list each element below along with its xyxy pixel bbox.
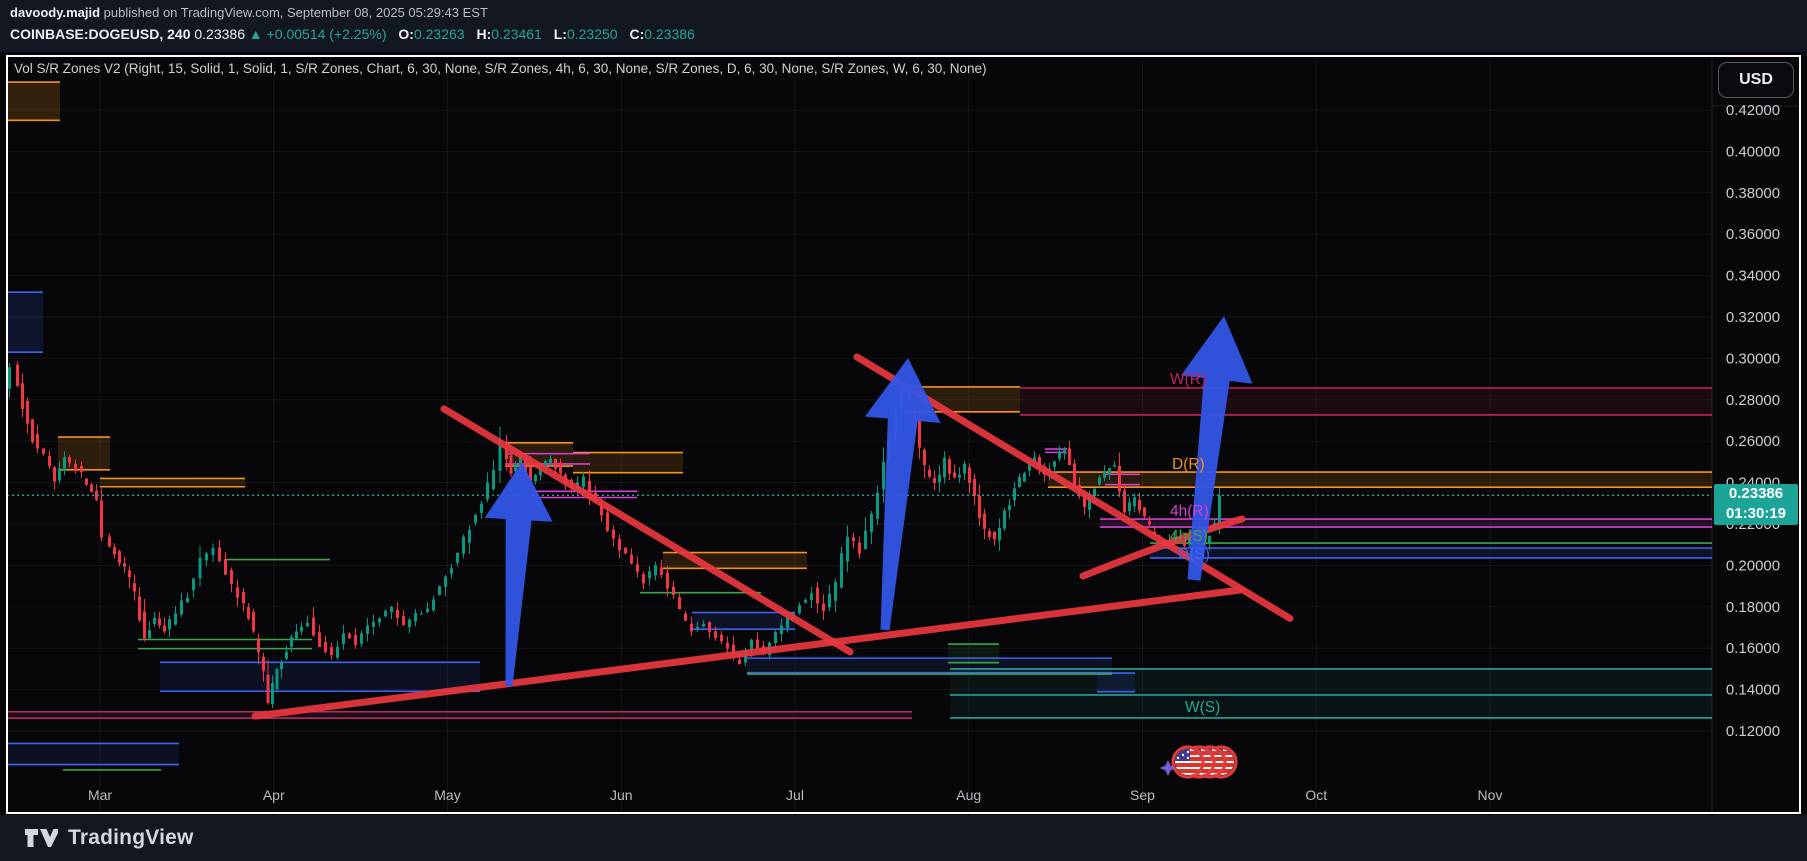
currency-usd-button[interactable]: USD (1718, 62, 1794, 98)
svg-text:0.32000: 0.32000 (1726, 309, 1780, 326)
brand-name[interactable]: TradingView (68, 826, 194, 849)
svg-text:0.40000: 0.40000 (1726, 143, 1780, 160)
svg-text:4h(R): 4h(R) (1170, 503, 1209, 520)
svg-text:0.16000: 0.16000 (1726, 640, 1780, 657)
last-price: 0.23386 (194, 26, 245, 42)
svg-text:Oct: Oct (1305, 787, 1327, 803)
open-value: 0.23263 (413, 26, 465, 42)
tradingview-logo-icon (25, 829, 58, 847)
svg-text:W(S): W(S) (1185, 699, 1220, 716)
up-arrow[interactable] (484, 461, 553, 687)
low-value: 0.23250 (566, 26, 618, 42)
svg-text:0.28000: 0.28000 (1726, 392, 1780, 409)
close-label: C: (629, 26, 645, 42)
sr-labels: W(R) D(R) 4h(R) 4h(S)D(S) W(S) (1170, 371, 1220, 716)
close-value: 0.23386 (644, 26, 695, 42)
header: davoody.majid published on TradingView.c… (0, 0, 1807, 52)
up-arrow[interactable] (1181, 316, 1253, 581)
change-value: +0.00514 (+2.25%) (266, 26, 387, 42)
svg-text:May: May (434, 787, 460, 803)
svg-text:0.38000: 0.38000 (1726, 185, 1780, 202)
svg-text:0.20000: 0.20000 (1726, 557, 1780, 574)
author-name: davoody.majid (10, 5, 101, 20)
symbol-line: COINBASE:DOGEUSD, 240 0.23386 ▲ +0.00514… (10, 26, 695, 42)
open-label: O: (398, 26, 414, 42)
low-label: L: (553, 26, 567, 42)
svg-text:D(R): D(R) (1172, 456, 1205, 473)
time-axis[interactable]: Mar Apr May Jun Jul Aug Sep Oct Nov (88, 787, 1503, 803)
sparkle-icon (1159, 760, 1177, 776)
arrow-annotations[interactable] (484, 316, 1253, 687)
svg-text:0.12000: 0.12000 (1726, 723, 1780, 740)
indicator-title[interactable]: Vol S/R Zones V2 (Right, 15, Solid, 1, S… (14, 61, 987, 76)
svg-text:0.26000: 0.26000 (1726, 433, 1780, 450)
svg-text:0.36000: 0.36000 (1726, 226, 1780, 243)
change-arrow-icon: ▲ (248, 26, 263, 42)
current-price-badge: 0.23386 01:30:19 (1714, 484, 1798, 525)
svg-text:Apr: Apr (263, 787, 285, 803)
footer: TradingView (0, 815, 1807, 861)
svg-text:D(S): D(S) (1178, 546, 1210, 563)
svg-text:W(R): W(R) (1170, 371, 1206, 388)
svg-text:0.18000: 0.18000 (1726, 599, 1780, 616)
svg-text:Sep: Sep (1130, 787, 1155, 803)
svg-text:Jul: Jul (786, 787, 804, 803)
high-label: H: (476, 26, 492, 42)
svg-text:Aug: Aug (956, 787, 981, 803)
us-flag-emoji-cluster (1159, 745, 1238, 779)
byline-text: published on TradingView.com, September … (100, 5, 488, 20)
byline: davoody.majid published on TradingView.c… (10, 5, 488, 20)
svg-text:4h(S): 4h(S) (1170, 528, 1208, 545)
symbol-title: COINBASE:DOGEUSD, 240 (10, 26, 191, 42)
high-value: 0.23461 (491, 26, 542, 42)
up-arrow[interactable] (864, 358, 941, 631)
svg-text:Jun: Jun (610, 787, 633, 803)
chart-border (6, 55, 1801, 814)
svg-text:0.30000: 0.30000 (1726, 350, 1780, 367)
svg-text:0.14000: 0.14000 (1726, 682, 1780, 699)
badge-price: 0.23386 (1728, 485, 1784, 502)
svg-text:0.42000: 0.42000 (1726, 102, 1780, 119)
svg-text:Nov: Nov (1478, 787, 1503, 803)
svg-text:Mar: Mar (88, 787, 112, 803)
svg-text:0.34000: 0.34000 (1726, 268, 1780, 285)
badge-countdown: 01:30:19 (1725, 505, 1787, 522)
